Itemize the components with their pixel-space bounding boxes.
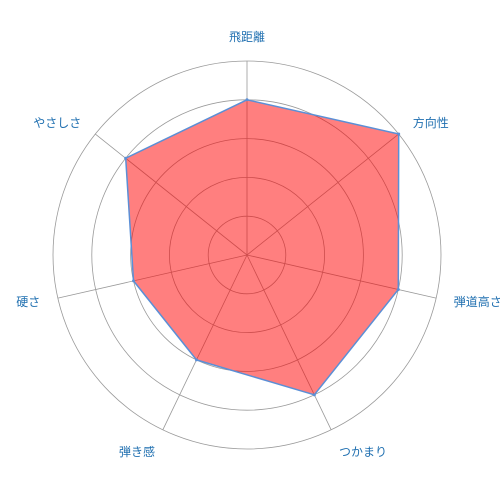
data-point-1 — [397, 132, 401, 136]
series-layer — [124, 98, 401, 397]
axis-label-5: 硬さ — [16, 295, 40, 309]
axis-label-0: 飛距離 — [229, 30, 265, 44]
axis-label-1: 方向性 — [413, 115, 449, 130]
data-point-4 — [194, 358, 198, 362]
axis-label-6: やさしさ — [33, 116, 81, 130]
series-area — [124, 99, 400, 396]
data-point-2 — [396, 288, 400, 292]
axis-label-2: 弾道高さ — [454, 294, 500, 309]
data-point-5 — [132, 279, 136, 283]
data-point-0 — [245, 98, 249, 102]
axis-label-3: つかまり — [339, 445, 387, 459]
data-point-3 — [312, 393, 316, 397]
data-point-6 — [124, 156, 128, 160]
axis-label-4: 弾き感 — [119, 444, 155, 459]
